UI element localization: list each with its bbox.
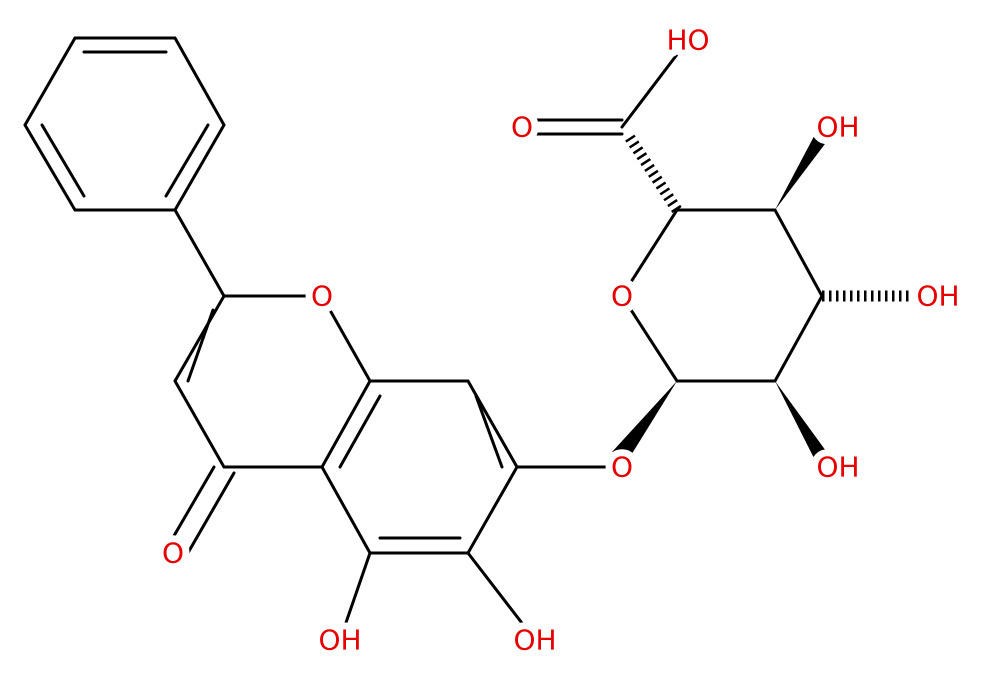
bond	[620, 38, 690, 129]
atom-label: OH	[916, 280, 959, 313]
atom-label: O	[311, 280, 333, 313]
bond	[173, 294, 372, 469]
bond	[338, 551, 372, 642]
bond	[466, 551, 537, 642]
atom-label: OH	[513, 624, 556, 657]
atom-label: HO	[666, 24, 709, 57]
bond	[40, 50, 210, 198]
wedge-bond	[612, 381, 677, 460]
bond	[474, 394, 504, 469]
bond	[338, 394, 382, 469]
atom-label: O	[611, 280, 633, 313]
bond	[23, 36, 226, 212]
bonds	[23, 36, 915, 642]
wedge-bond	[775, 381, 834, 470]
bond	[173, 208, 226, 298]
bond	[183, 471, 236, 560]
atom-label: O	[162, 537, 184, 570]
atom-label: OH	[816, 111, 859, 144]
atom-label: O	[611, 451, 633, 484]
atom-labels: HO O OH O OH OH O O OH OH O	[155, 17, 967, 664]
bond	[162, 465, 216, 555]
bond	[320, 379, 519, 555]
atom-label: O	[511, 111, 533, 144]
atom-label: OH	[318, 624, 361, 657]
bond	[620, 208, 824, 383]
atom-label: OH	[816, 451, 859, 484]
bond	[186, 308, 215, 383]
hashed-bond	[623, 131, 682, 214]
wedge-bond	[775, 125, 834, 210]
